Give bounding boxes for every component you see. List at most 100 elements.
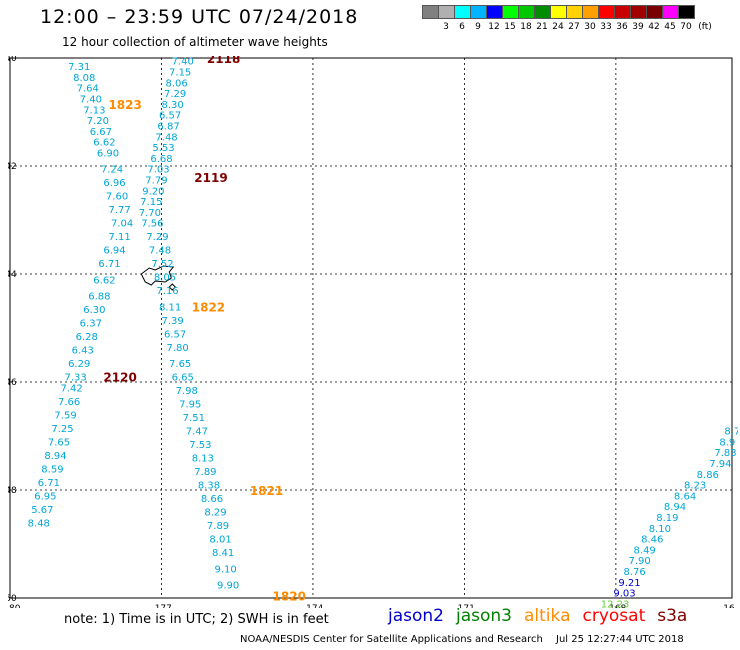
swh-value: 7.29 <box>164 89 186 100</box>
swh-value: 7.77 <box>108 205 130 216</box>
swh-value: 7.70 <box>139 208 161 219</box>
pass-time-label: 2119 <box>194 171 227 185</box>
swh-value: 7.51 <box>183 413 205 424</box>
swh-value: 7.25 <box>51 424 73 435</box>
swh-value: 7.66 <box>58 397 80 408</box>
legend-swatch <box>566 5 583 19</box>
swh-value: 7.48 <box>149 246 171 257</box>
swh-value: 6.65 <box>172 373 194 384</box>
swh-value: 6.37 <box>80 319 102 330</box>
swh-value: 7.65 <box>169 359 191 370</box>
lat-tick-label: -42 <box>8 162 17 172</box>
legend-swatch <box>486 5 503 19</box>
swh-value: 8.86 <box>697 470 719 481</box>
swh-value: 6.71 <box>98 259 120 270</box>
lon-tick-label: -174 <box>303 604 324 608</box>
swh-value: 8.13 <box>192 454 214 465</box>
chatham-island-outline <box>140 265 175 286</box>
swh-value: 7.47 <box>186 427 208 438</box>
swh-value: 6.68 <box>150 154 172 165</box>
swh-value: 7.24 <box>101 165 123 176</box>
swh-value: 7.33 <box>65 373 87 384</box>
swh-value: 8.94 <box>664 502 686 513</box>
pass-time-label: 1821 <box>250 484 283 498</box>
pass-time-label: 1822 <box>192 300 225 314</box>
legend-swatch <box>518 5 535 19</box>
swh-value: 7.15 <box>169 68 191 79</box>
swh-value: 6.67 <box>90 127 112 138</box>
swh-value: 6.62 <box>93 138 115 149</box>
legend-label: 39 <box>632 22 644 32</box>
satellite-legend: jason2 jason3 altika cryosat s3a <box>388 606 699 626</box>
swh-value: 7.40 <box>172 57 194 68</box>
swh-value: 6.94 <box>103 246 125 257</box>
legend-swatch <box>454 5 471 19</box>
map-title: 12:00 – 23:59 UTC 07/24/2018 <box>40 6 359 28</box>
lon-tick-label: -16 <box>720 604 735 608</box>
swh-value: 7.56 <box>141 219 163 230</box>
swh-value: 6.96 <box>103 178 125 189</box>
legend-swatch <box>582 5 599 19</box>
swh-value: 6.43 <box>72 346 94 357</box>
swh-value: 7.29 <box>146 232 168 243</box>
legend-label: 3 <box>443 22 449 32</box>
lon-tick-label: -177 <box>151 604 171 608</box>
swh-value: 8.49 <box>634 545 656 556</box>
swh-value: 6.62 <box>93 275 115 286</box>
swh-value: 7.95 <box>179 400 201 411</box>
swh-value: 7.13 <box>83 105 105 116</box>
swh-value: 8.11 <box>159 302 181 313</box>
swh-value: 7.64 <box>77 84 99 95</box>
swh-value: 7.11 <box>108 232 130 243</box>
legend-label: 36 <box>616 22 628 32</box>
pass-time-label: 2118 <box>207 56 240 66</box>
generated-timestamp: Jul 25 12:27:44 UTC 2018 <box>556 634 684 645</box>
swh-value: 7.89 <box>207 521 229 532</box>
swh-value: 9.20 <box>142 186 164 197</box>
swh-value: 5.53 <box>152 143 174 154</box>
swh-value: 7.59 <box>54 410 76 421</box>
lon-tick-label: -180 <box>8 604 21 608</box>
legend-swatch <box>438 5 455 19</box>
legend-label: 70 <box>680 22 692 32</box>
legend-label: 21 <box>536 22 548 32</box>
legend-unit: (ft) <box>698 22 712 32</box>
swh-value: 7.40 <box>80 95 102 106</box>
legend-labels: 3 6 9 12 15 18 21 24 27 30 33 36 39 42 45 70 (ft) <box>422 22 716 32</box>
swh-value: 6.29 <box>68 359 90 370</box>
swh-value: 8.10 <box>649 524 671 535</box>
credit-text: NOAA/NESDIS Center for Satellite Applica… <box>240 634 543 645</box>
swh-value: 6.95 <box>34 491 56 502</box>
legend-swatch <box>630 5 647 19</box>
swh-value: 6.57 <box>159 111 181 122</box>
swh-value: 7.42 <box>60 383 82 394</box>
swh-value: 7.31 <box>68 62 90 73</box>
lon-tick-label: -168 <box>606 604 627 608</box>
swh-value: 8.01 <box>209 535 231 546</box>
satellite-s3a: s3a <box>657 606 688 626</box>
swh-value: 8.64 <box>674 491 696 502</box>
swh-value: 5.67 <box>31 505 53 516</box>
altimeter-map: -40 -42 -44 -46 -48 -50-180 -177 -174 -171 -168 -1… <box>8 56 738 608</box>
swh-value: 7.80 <box>167 343 189 354</box>
legend-label: 12 <box>488 22 500 32</box>
swh-value: 8.19 <box>656 513 678 524</box>
swh-value: 7.15 <box>140 197 162 208</box>
swh-value: 6.71 <box>38 478 60 489</box>
swh-value: 8.41 <box>212 548 234 559</box>
map-frame <box>9 57 733 599</box>
swh-value: 8.08 <box>73 73 95 84</box>
pass-time-label: 1820 <box>273 589 306 603</box>
swh-value: 6.90 <box>97 149 119 160</box>
swh-value: 7.98 <box>176 386 198 397</box>
legend-swatch <box>662 5 679 19</box>
legend-swatch <box>646 5 663 19</box>
swh-value: 7.16 <box>156 286 178 297</box>
swh-value: 7.53 <box>189 440 211 451</box>
swh-value: 8.48 <box>28 518 50 529</box>
swh-value: 7.79 <box>145 176 167 187</box>
legend-swatch <box>614 5 631 19</box>
legend-label: 6 <box>459 22 465 32</box>
legend-swatch <box>550 5 567 19</box>
swh-value: 6.28 <box>76 332 98 343</box>
